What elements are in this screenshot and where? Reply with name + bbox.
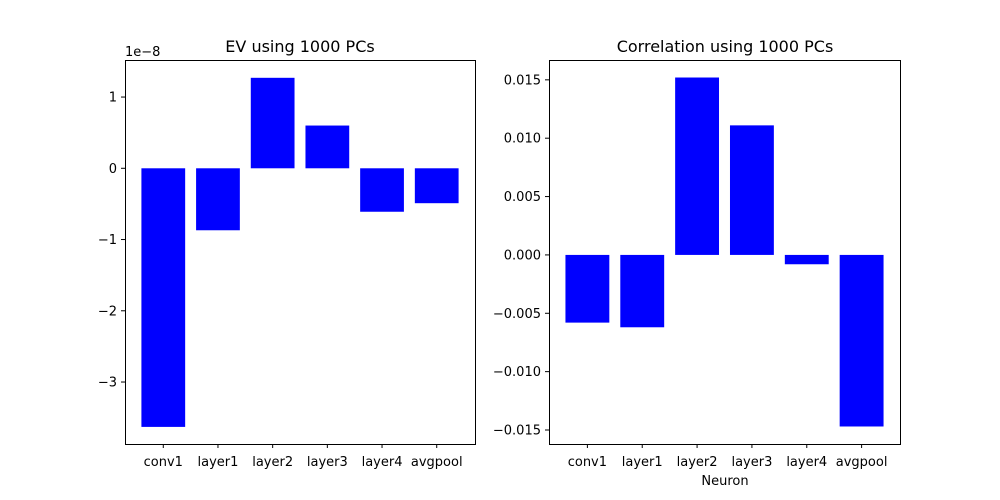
bar-conv1 (565, 254, 610, 323)
bar-layer3 (729, 125, 774, 255)
bar-layer2 (250, 77, 295, 169)
y-axis-ticks: 0.015 0.010 0.005 0.000 −0.005 −0.010 −0.015 (493, 73, 549, 438)
x-axis-ticks: conv1 layer1 layer2 layer3 layer4 avgpool (568, 444, 888, 470)
y-tick-label: −3 (98, 376, 117, 391)
x-tick-label: layer4 (786, 455, 827, 470)
bar-layer1 (620, 254, 665, 328)
x-tick-label: layer3 (731, 455, 772, 470)
bar-layer4 (784, 254, 829, 265)
x-tick-label: layer1 (198, 455, 239, 470)
x-axis-ticks: conv1 layer1 layer2 layer3 layer4 avgpool (144, 444, 463, 470)
x-axis-label: Neuron (701, 474, 748, 489)
ev-chart: EV using 1000 PCs 1e−8 1 0 −1 −2 −3 conv1 lay… (98, 37, 476, 470)
y-tick-label: −2 (98, 304, 117, 319)
bars-layer (565, 77, 884, 427)
x-tick-label: layer1 (622, 455, 663, 470)
chart-title: Correlation using 1000 PCs (617, 37, 834, 56)
y-tick-label: 0.010 (504, 132, 541, 147)
bar-layer3 (305, 125, 350, 169)
x-tick-label: conv1 (144, 455, 183, 470)
y-tick-label: 0 (109, 162, 117, 177)
correlation-chart: Correlation using 1000 PCs 0.0150.0100.0… (493, 37, 901, 489)
y-tick-label: −1 (98, 233, 117, 248)
x-tick-label: avgpool (836, 455, 888, 470)
chart-title: EV using 1000 PCs (225, 37, 374, 56)
y-tick-label: 0.000 (504, 248, 541, 263)
bar-layer1 (196, 168, 240, 231)
x-tick-label: layer2 (252, 455, 293, 470)
bar-avgpool (839, 254, 884, 427)
x-tick-label: layer4 (362, 455, 403, 470)
x-tick-label: avgpool (411, 455, 463, 470)
y-tick-label: −0.015 (493, 423, 541, 438)
x-tick-label: conv1 (568, 455, 607, 470)
x-tick-label: layer3 (307, 455, 348, 470)
x-tick-label: layer2 (677, 455, 718, 470)
bar-avgpool (414, 168, 459, 204)
y-tick-label: 0.005 (504, 190, 541, 205)
bar-layer2 (675, 77, 720, 255)
y-offset-text: 1e−8 (125, 45, 160, 60)
y-tick-label: 0.015 (504, 73, 541, 88)
axes-frame (549, 60, 901, 445)
y-tick-label: −0.010 (493, 365, 541, 380)
bar-layer4 (360, 168, 404, 212)
y-tick-label: 1 (109, 91, 117, 106)
bar-conv1 (141, 168, 186, 427)
axes-frame (125, 60, 476, 445)
y-tick-label: −0.005 (493, 307, 541, 322)
bars-layer (141, 77, 459, 427)
y-axis-ticks: 1 0 −1 −2 −3 (98, 91, 125, 391)
